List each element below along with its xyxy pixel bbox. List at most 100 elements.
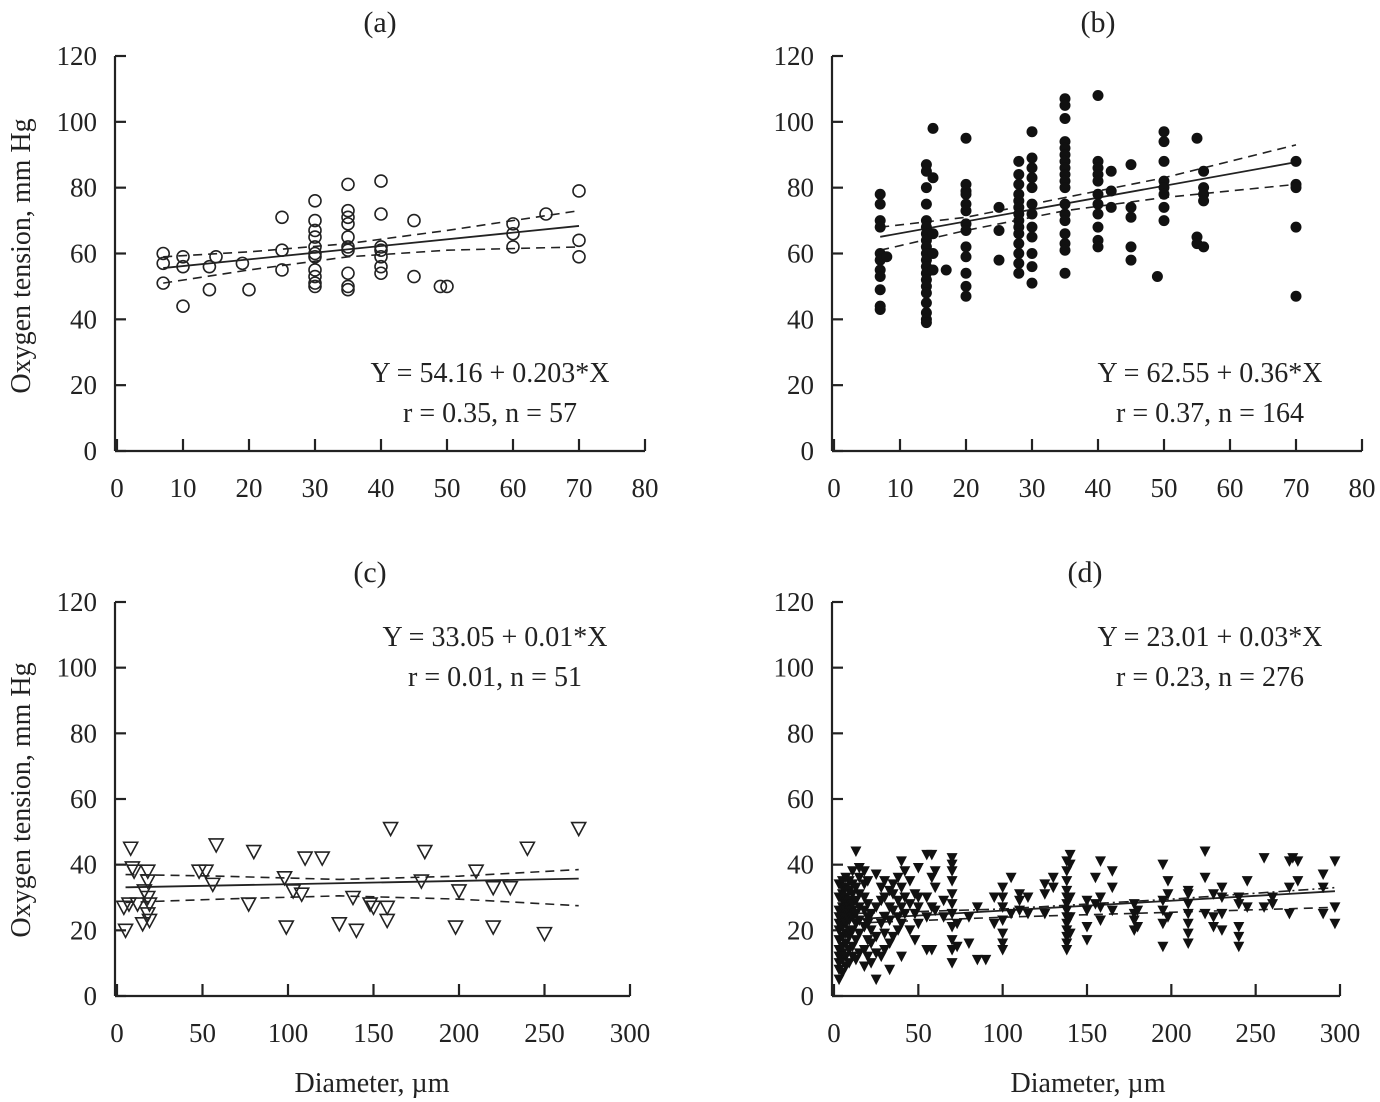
data-point [858,961,870,972]
data-point [946,958,958,969]
data-point [1092,241,1104,253]
data-point [484,880,502,897]
y-tick-label: 40 [70,850,97,880]
data-point [139,907,157,923]
data-point [960,205,972,217]
data-points [156,174,586,313]
data-point [938,912,950,923]
data-point [1233,941,1245,953]
data-point [865,938,877,949]
x-tick-label: 50 [434,473,461,503]
y-tick-label: 120 [57,41,98,71]
data-point [920,198,932,210]
data-point [870,931,882,943]
data-point [1081,922,1093,933]
data-point [853,928,865,940]
data-point [879,876,891,887]
data-point [570,821,588,838]
data-point [1059,113,1071,125]
y-tick-label: 80 [70,718,97,748]
data-point [1128,899,1140,910]
x-tick-label: 30 [1019,473,1046,503]
data-point [348,923,365,940]
data-point [1092,90,1104,101]
y-tick-label: 20 [70,370,97,400]
y-tick-label: 40 [70,304,97,334]
data-point [1026,172,1038,184]
data-point [1092,188,1104,200]
data-point [245,844,263,861]
data-point [1059,267,1071,279]
data-point [1013,238,1025,250]
data-point [1092,198,1104,210]
data-point [862,899,874,910]
data-point [862,951,874,963]
regression-equation: Y = 33.05 + 0.01*X [383,622,608,653]
data-point [887,931,899,943]
y-tick-label: 100 [57,107,98,137]
data-point [946,889,958,900]
data-point [1092,175,1104,187]
data-point [1061,885,1073,897]
data-point [115,900,133,917]
data-point [879,945,891,956]
data-point [341,240,355,254]
data-point [1158,215,1170,227]
x-tick-label: 30 [302,473,329,503]
data-point [879,912,891,923]
data-point [1047,872,1059,884]
data-point [1317,908,1329,920]
data-point [1199,908,1211,920]
data-point [308,276,322,290]
data-point [341,282,355,297]
data-point [240,897,258,913]
data-point [865,925,877,936]
data-point [1158,155,1170,167]
data-point [202,259,217,274]
data-point [993,254,1005,266]
data-point [1182,908,1194,920]
data-point [858,945,870,956]
x-tick-label: 0 [827,473,841,503]
data-point [374,259,388,274]
data-point [139,874,157,890]
data-point [308,269,322,284]
data-point [946,899,958,910]
data-point [501,880,519,897]
data-point [887,905,899,917]
data-point [1081,895,1093,907]
data-point [275,263,289,277]
data-point [440,279,454,294]
data-point [1039,879,1051,890]
x-tick-label: 20 [953,473,980,503]
data-point [308,213,322,228]
data-point [467,864,485,880]
data-point [912,892,924,903]
data-point [209,249,223,264]
data-point [407,213,421,228]
x-tick-label: 150 [353,1018,394,1048]
data-point [865,908,877,920]
regression-stats: r = 0.01, n = 51 [408,662,582,693]
regression-stats: r = 0.37, n = 164 [1116,398,1304,429]
y-tick-label: 0 [84,436,98,466]
x-tick-label: 100 [268,1018,309,1048]
data-point [1089,899,1101,910]
data-point [960,251,972,263]
data-point [1064,849,1076,861]
data-point [963,912,975,923]
y-tick-label: 120 [774,587,815,617]
panel-b: 0 20 40 60 80 100 120 0 10 20 30 40 50 60 70 80 (b) Y = 6… [774,6,1376,503]
data-point [1182,918,1194,930]
data-point [374,243,388,258]
data-point [988,892,1000,903]
x-tick-label: 70 [566,473,593,503]
data-point [1292,876,1304,887]
data-point [874,188,886,200]
data-point [1292,856,1304,867]
regression-line [163,225,580,269]
data-point [202,282,217,297]
data-point [308,223,322,238]
x-tick-label: 40 [1085,473,1112,503]
data-point [1106,905,1118,917]
